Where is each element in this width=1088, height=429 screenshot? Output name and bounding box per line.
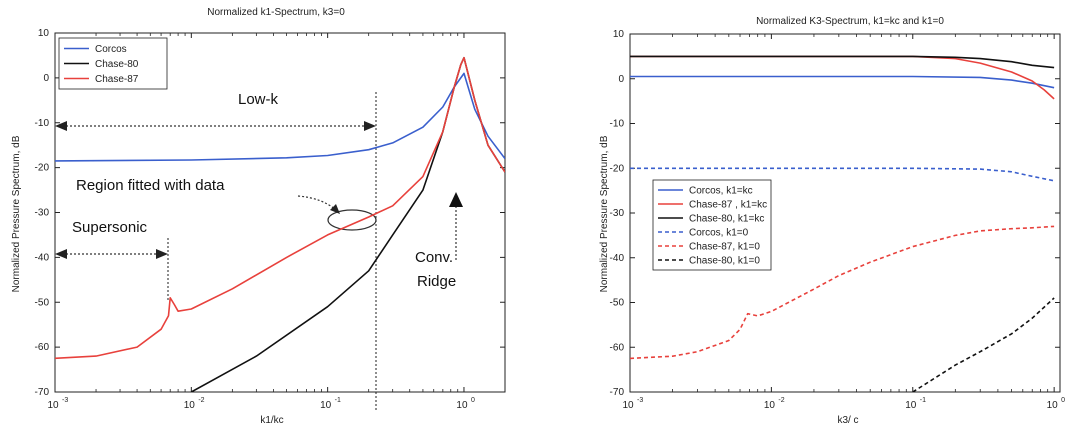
supersonic-label: Supersonic (72, 219, 148, 236)
k1-xtick-label: 10 (47, 400, 59, 411)
k3-plot-ylabel: Normalized Pressure Spectrum, dB (599, 135, 610, 292)
k1-xtick-exponent: -1 (335, 397, 341, 404)
ridge-label: Ridge (417, 273, 456, 290)
low-k-label: Low-k (238, 91, 279, 108)
k3-ytick-label: -70 (610, 387, 625, 398)
k3-legend-label: Chase-87 , k1=kc (689, 200, 767, 211)
k3-series-line-3 (630, 55, 1055, 69)
k3-legend-label: Chase-87, k1=0 (689, 242, 760, 253)
k3-ytick-label: -20 (610, 163, 625, 174)
k3-xtick-exponent: -2 (778, 397, 784, 404)
k1-ytick-label: -70 (35, 387, 50, 398)
k1-ytick-label: -10 (35, 118, 50, 129)
k3-xtick-label: 10 (622, 400, 634, 411)
k1-plot-ylabel: Normalized Pressure Spectrum, dB (11, 135, 22, 292)
k1-ytick-label: 0 (43, 73, 49, 84)
k3-xtick-label: 10 (764, 400, 776, 411)
k3-ytick-label: -60 (610, 342, 625, 353)
conv-ridge-arrowhead (449, 192, 463, 207)
k1-xtick-label: 10 (184, 400, 196, 411)
k3-ytick-label: -40 (610, 253, 625, 264)
k3-legend-label: Corcos, k1=kc (689, 186, 753, 197)
k3-plot-title: Normalized K3-Spectrum, k1=kc and k1=0 (756, 16, 944, 27)
k3-ytick-label: -30 (610, 208, 625, 219)
fitted-region-pointer (297, 195, 337, 211)
k1-ytick-label: -30 (35, 208, 50, 219)
k3-xtick-label: 10 (1047, 400, 1059, 411)
k3-series-line-6 (912, 297, 1055, 392)
k3-ytick-label: -10 (610, 119, 625, 130)
k1-xtick-exponent: 0 (471, 397, 475, 404)
k3-curves (630, 55, 1055, 392)
k3-legend-label: Chase-80, k1=0 (689, 256, 760, 267)
k1-legend-label: Chase-80 (95, 59, 139, 70)
k3-xtick-exponent: -1 (920, 397, 926, 404)
k1-xtick-label: 10 (456, 400, 468, 411)
k1-series-line-3 (55, 56, 505, 360)
k1-curves (55, 56, 505, 392)
k3-plot-xlabel: k3/ c (837, 415, 858, 426)
k3-ytick-label: -50 (610, 298, 625, 309)
fitted-region-pointer-head (330, 204, 340, 214)
conv-label: Conv. (415, 249, 453, 266)
k1-legend-label: Chase-87 (95, 74, 139, 85)
fitted-region-label: Region fitted with data (76, 177, 225, 194)
k3-xtick-exponent: 0 (1061, 397, 1065, 404)
k1-ytick-label: 10 (38, 28, 50, 39)
k1-xtick-exponent: -3 (62, 397, 68, 404)
low-k-arrowhead-right (364, 121, 376, 131)
k3-legend-label: Chase-80, k1=kc (689, 214, 764, 225)
k1-ytick-label: -60 (35, 342, 50, 353)
k3-ytick-label: 0 (618, 74, 624, 85)
k1-xtick-exponent: -2 (198, 397, 204, 404)
k3-series-line-1 (630, 75, 1055, 89)
k3-series-line-4 (630, 167, 1055, 182)
k3-ytick-label: 10 (613, 29, 625, 40)
k1-plot-xlabel: k1/kc (260, 415, 283, 426)
k1-spectrum-plot: Normalized k1-Spectrum, k3=0 k1/kc Norma… (11, 7, 506, 426)
low-k-arrowhead-left (55, 121, 67, 131)
supersonic-arrowhead-right (156, 249, 168, 259)
k3-xtick-exponent: -3 (637, 397, 643, 404)
k3-legend-label: Corcos, k1=0 (689, 228, 749, 239)
k1-plot-title: Normalized k1-Spectrum, k3=0 (207, 7, 345, 18)
k1-ytick-label: -20 (35, 163, 50, 174)
fitted-region-ellipse (327, 209, 377, 231)
k3-xtick-label: 10 (905, 400, 917, 411)
k3-spectrum-plot: Normalized K3-Spectrum, k1=kc and k1=0 k… (599, 16, 1065, 426)
k1-series-line-1 (55, 72, 505, 162)
supersonic-arrowhead-left (55, 249, 67, 259)
k3-legend-box (652, 179, 772, 271)
k1-legend-label: Corcos (95, 44, 127, 55)
k1-ytick-label: -50 (35, 297, 50, 308)
k1-ytick-label: -40 (35, 252, 50, 263)
k3-series-line-5 (630, 225, 1055, 360)
k1-xtick-label: 10 (320, 400, 332, 411)
